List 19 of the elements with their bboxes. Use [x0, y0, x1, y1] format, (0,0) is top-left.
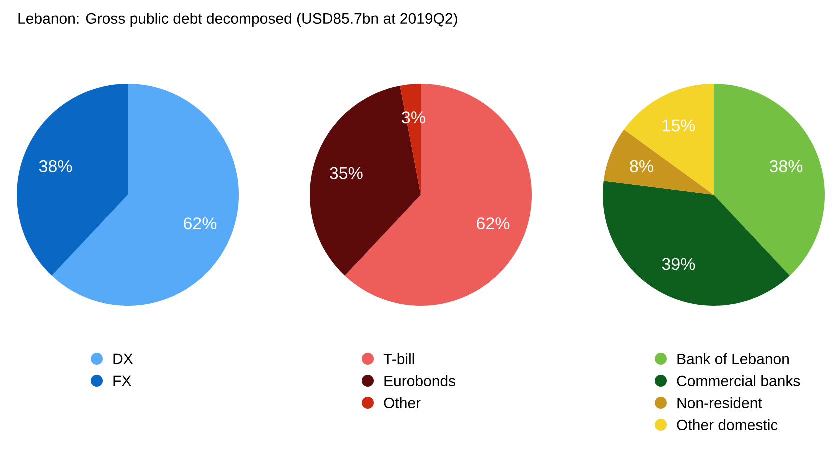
- legend-label: Bank of Lebanon: [678, 353, 789, 364]
- data-label: 35%: [330, 167, 363, 180]
- legend-label: DX: [114, 354, 134, 364]
- legend-label: Eurobonds: [384, 375, 456, 386]
- legend-label: Other: [384, 397, 421, 408]
- data-label: 38%: [39, 160, 72, 172]
- data-label: 3%: [402, 112, 426, 124]
- data-label: 15%: [663, 120, 696, 132]
- data-label: 8%: [630, 160, 654, 172]
- data-label: 62%: [184, 218, 217, 230]
- legend-label: T-bill: [384, 353, 414, 364]
- chart-title: Lebanon: Gross public debt decomposed (USD85.7bn at 2019Q2): [18, 13, 458, 27]
- data-label: 39%: [662, 258, 696, 270]
- legend-label: Commercial banks: [677, 375, 800, 386]
- legend-label: Non-resident: [678, 397, 762, 408]
- legend-label: FX: [114, 376, 132, 386]
- data-label: 62%: [477, 218, 510, 230]
- legend-label: Other domestic: [677, 419, 778, 430]
- data-label: 38%: [770, 160, 803, 172]
